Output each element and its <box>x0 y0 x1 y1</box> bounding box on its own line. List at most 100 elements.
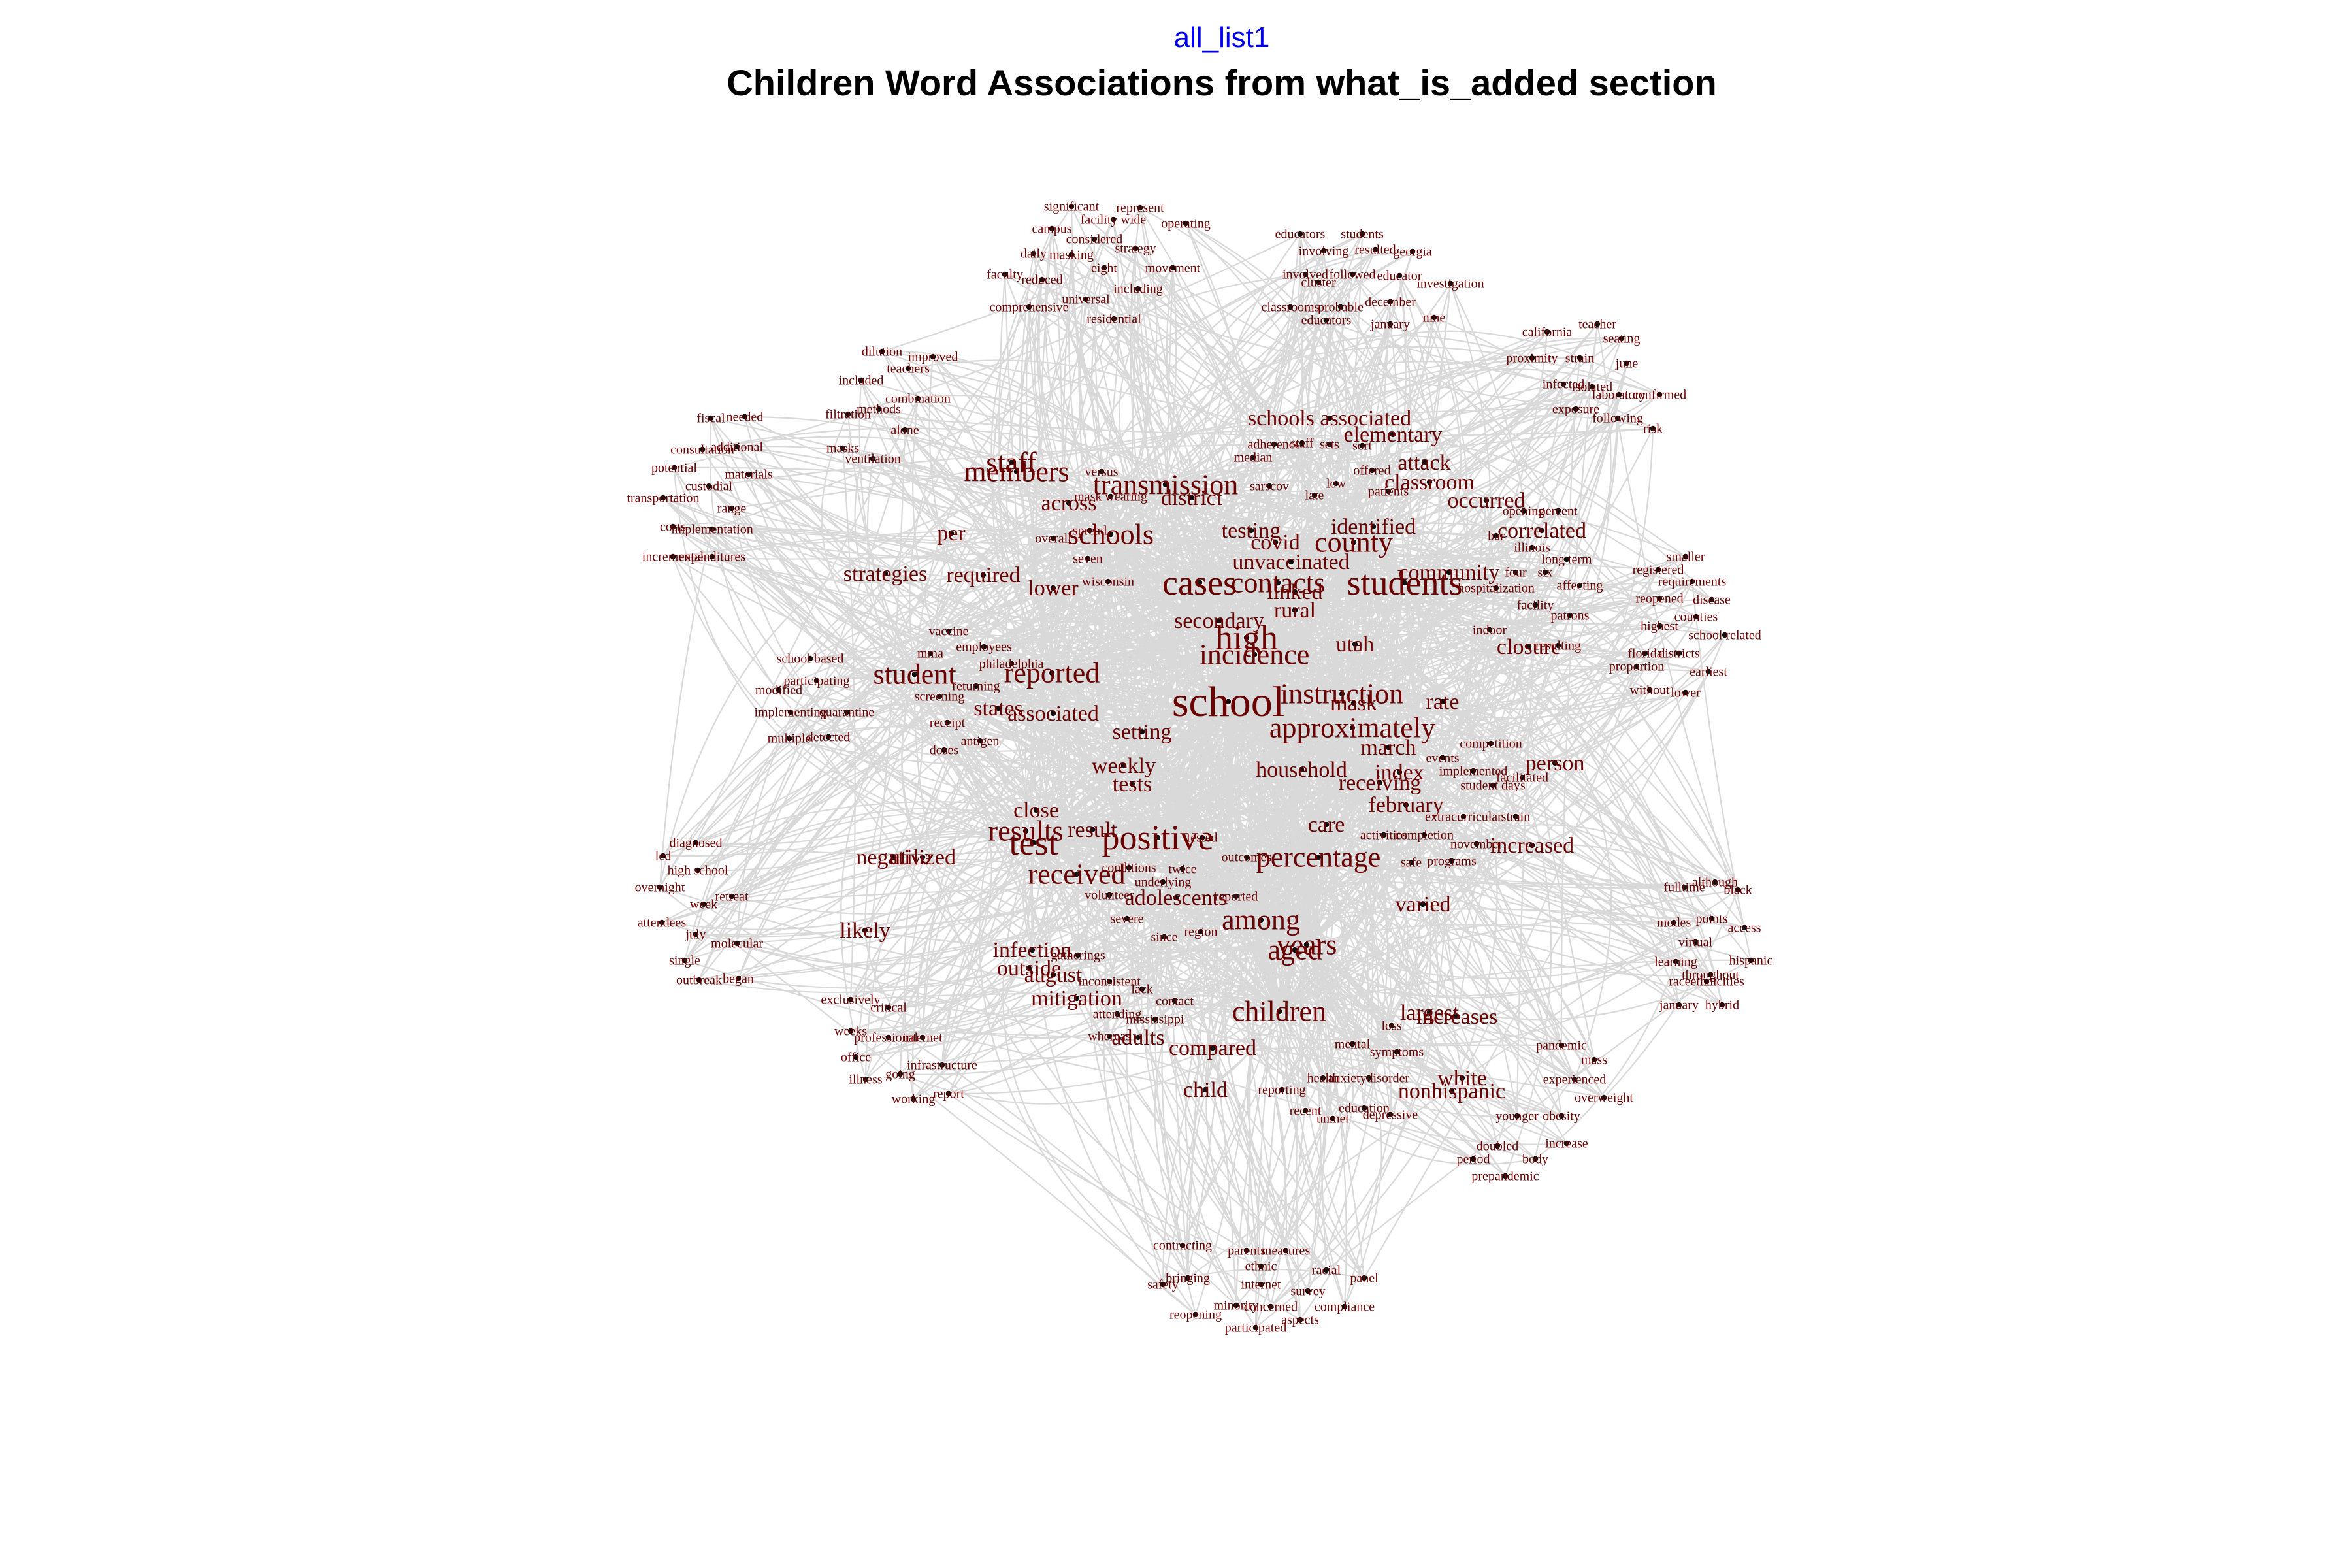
node-label: black <box>1723 883 1752 898</box>
node-teachers: teachers <box>887 362 930 376</box>
network-edge <box>1399 275 1680 654</box>
node-label: care <box>1308 813 1345 837</box>
node-label: volunteer <box>1085 889 1134 903</box>
node-georgia: georgia <box>1393 245 1432 259</box>
network-edge <box>1094 238 1712 600</box>
node-label: january <box>1659 998 1699 1013</box>
node-label: period <box>1456 1152 1490 1167</box>
node-label: requirements <box>1658 575 1727 589</box>
node-implementation: implementation <box>671 523 753 537</box>
network-edge <box>1135 248 1315 496</box>
node-label: internet <box>1241 1278 1281 1292</box>
node-label: patrons <box>1551 609 1590 623</box>
node-molecular: molecular <box>711 937 763 951</box>
network-edge <box>1051 233 1363 674</box>
node-movement: movement <box>1145 261 1201 276</box>
network-edge <box>1137 288 1697 617</box>
network-edge <box>1245 317 1435 638</box>
network-edge <box>1053 580 1693 715</box>
node-label: implementation <box>671 523 753 537</box>
node-members: members <box>964 456 1069 488</box>
node-label: wisconsin <box>1082 575 1134 589</box>
node-label: disease <box>1693 593 1731 608</box>
node-label: sort <box>1352 439 1372 453</box>
node-label: operating <box>1161 217 1211 231</box>
node-sort: sort <box>1352 439 1372 453</box>
node-educators-top: educators <box>1275 227 1326 242</box>
node-label: increased <box>1490 834 1574 858</box>
network-edge <box>1110 335 1533 535</box>
node-tested: tested <box>1187 831 1218 845</box>
node-included: included <box>839 374 884 388</box>
node-sarscov: sarscov <box>1250 480 1289 494</box>
node-label: aged <box>1267 934 1322 966</box>
node-label: reduced <box>1021 273 1062 287</box>
network-edge <box>1079 299 1091 531</box>
network-edge <box>1165 469 1270 487</box>
node-concerned: concerned <box>1244 1300 1298 1315</box>
network-edge <box>1228 701 1556 771</box>
node-mississippi: mississippi <box>1126 1013 1184 1027</box>
node-implementing: implementing <box>754 706 826 720</box>
node-eight: eight <box>1091 261 1117 276</box>
node-week: week <box>690 898 717 912</box>
network-edge <box>672 529 1252 560</box>
node-alone: alone <box>890 423 919 438</box>
network-edge <box>1199 551 1637 667</box>
node-volunteer: volunteer <box>1085 889 1134 903</box>
network-edge <box>1110 434 1394 536</box>
node-label: child <box>1183 1078 1228 1102</box>
node-region: region <box>1184 925 1217 939</box>
node-rural: rural <box>1274 598 1316 623</box>
node-label: internet <box>902 1031 943 1045</box>
network-edge <box>1011 408 1576 464</box>
node-conditions: conditions <box>1102 861 1156 875</box>
node-office: office <box>841 1051 871 1065</box>
node-operating: operating <box>1161 217 1211 231</box>
node-label: resulted <box>1354 243 1396 257</box>
node-label: june <box>1615 357 1639 371</box>
node-adolescents: adolescents <box>1125 886 1228 910</box>
node-label: hospitalization <box>1458 581 1535 596</box>
node-district: district <box>1161 486 1223 510</box>
node-per: per <box>937 521 966 546</box>
node-setting: setting <box>1113 720 1172 744</box>
node-high-school: high school <box>668 864 728 878</box>
node-label: median <box>1234 451 1273 465</box>
node-label: fiscal <box>696 412 725 426</box>
node-gatherings: gatherings <box>1051 949 1105 963</box>
node-contact: contact <box>1156 994 1194 1009</box>
node-receiving: receiving <box>1339 771 1422 795</box>
node-label: safe <box>1401 856 1422 870</box>
node-children: children <box>1232 996 1326 1028</box>
node-florida: florida <box>1627 647 1662 661</box>
node-label: facility wide <box>1081 213 1147 227</box>
node-late: late <box>1305 489 1324 503</box>
node-label: strain <box>1565 351 1594 366</box>
network-edge <box>828 525 1405 738</box>
node-label: investigation <box>1416 277 1484 291</box>
node-label: teachers <box>887 362 930 376</box>
node-earliest: earliest <box>1690 665 1727 679</box>
node-label: teacher <box>1578 318 1616 332</box>
network-edge <box>1199 368 1660 583</box>
node-label: expenditures <box>679 550 745 564</box>
node-label: considered <box>1066 233 1123 247</box>
node-label: aspects <box>1281 1313 1319 1328</box>
node-internet: internet <box>902 1031 943 1045</box>
node-hispanic: hispanic <box>1729 954 1773 968</box>
node-label: infrastructure <box>907 1058 977 1073</box>
node-label: completion <box>1395 828 1454 843</box>
node-label: march <box>1361 736 1416 760</box>
node-label: proportion <box>1609 660 1664 674</box>
network-edge <box>1033 252 1373 471</box>
node-reduced: reduced <box>1021 273 1062 287</box>
node-since: since <box>1151 930 1177 945</box>
node-cases: cases <box>1162 563 1237 602</box>
network-edge <box>1451 394 1620 862</box>
node-versus: versus <box>1085 465 1118 480</box>
node-label: working <box>892 1092 936 1107</box>
node-label: raceethnicities <box>1669 975 1744 989</box>
node-compared: compared <box>1169 1036 1256 1060</box>
node-june: june <box>1615 357 1639 371</box>
